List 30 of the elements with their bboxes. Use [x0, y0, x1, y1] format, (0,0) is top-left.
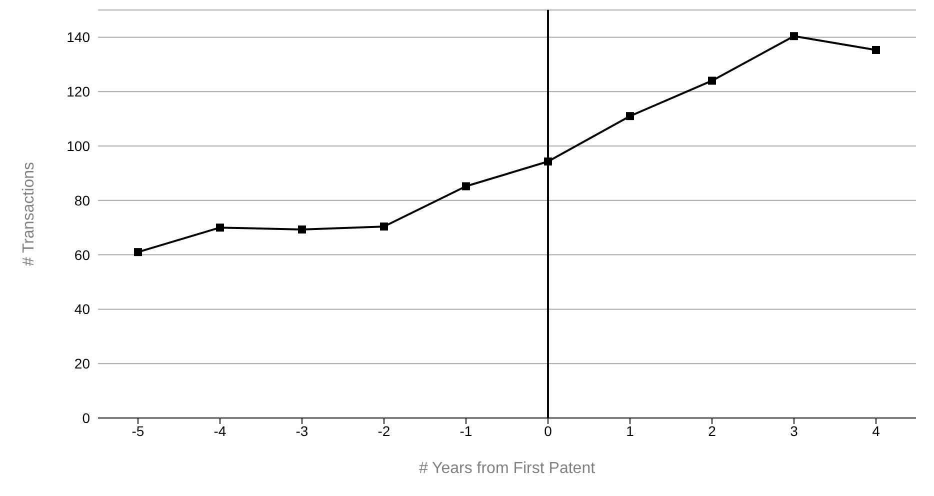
y-tick-label: 20 [74, 356, 90, 372]
x-axis-title: # Years from First Patent [418, 460, 596, 477]
y-axis-title: # Transactions [20, 162, 38, 266]
x-tick-label: 1 [626, 422, 634, 439]
x-tick-label: 0 [544, 422, 552, 439]
y-tick-label: 120 [66, 84, 90, 100]
point [790, 32, 798, 40]
y-tick-label: 100 [66, 138, 90, 154]
point [626, 112, 634, 120]
x-tick-label: -2 [378, 422, 390, 439]
point [872, 46, 880, 54]
point [216, 224, 224, 232]
point [708, 76, 716, 85]
x-tick-label: -5 [132, 422, 144, 439]
point [462, 182, 470, 190]
x-tick-label: -4 [214, 422, 226, 439]
point [134, 248, 142, 256]
y-tick-label: 40 [74, 301, 90, 318]
x-tick-label: -3 [296, 422, 308, 439]
y-tick-label: 60 [74, 246, 90, 263]
point [380, 222, 388, 231]
x-tick-label: 4 [872, 422, 880, 439]
x-tick-label: -1 [460, 422, 472, 439]
point [544, 158, 552, 166]
y-tick-label: 0 [82, 410, 90, 426]
x-tick-label: 3 [790, 422, 798, 439]
y-tick-label: 140 [66, 29, 90, 46]
y-tick-label: 80 [74, 192, 90, 208]
x-tick-label: 2 [708, 422, 716, 439]
point [298, 226, 306, 234]
